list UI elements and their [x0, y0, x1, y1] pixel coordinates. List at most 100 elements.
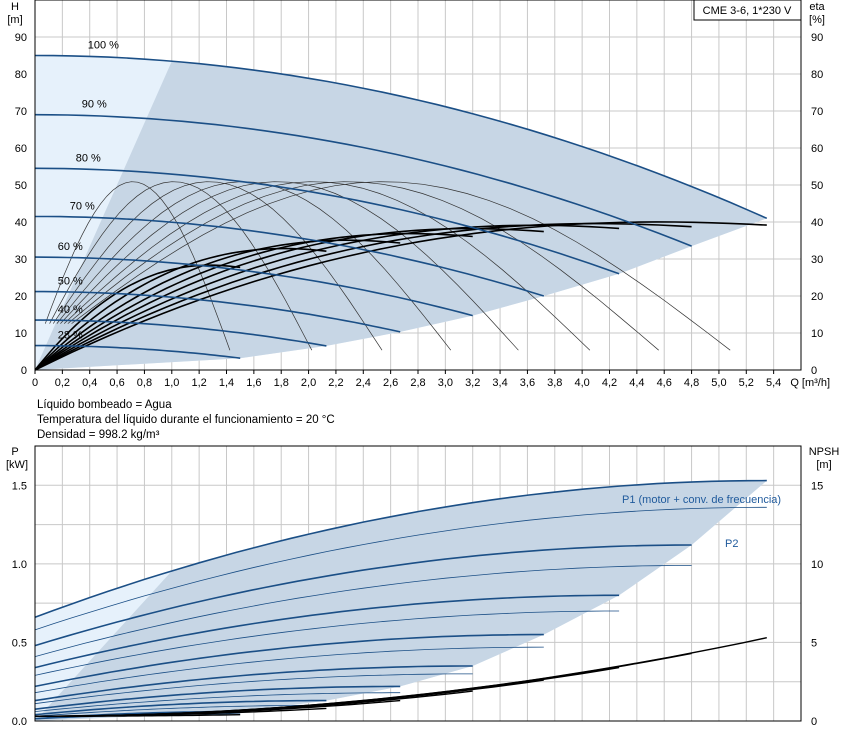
p1-curve-5 — [34, 685, 401, 710]
power-chart: P1 (motor + conv. de frecuencia) P2 0.0 0.5… — [6, 445, 839, 728]
power-y-right-tick-label: 10 — [811, 559, 823, 571]
x-tick-label: 5,4 — [766, 377, 781, 389]
p1-curve-6 — [34, 699, 327, 716]
info-liquid-temperature: Temperatura del líquido durante el funci… — [37, 414, 335, 426]
chart-title-box — [693, 0, 802, 21]
thin-efficiency-arc-5 — [53, 181, 383, 351]
p2-curve-5 — [34, 692, 401, 712]
speed-label: 90 % — [82, 99, 107, 111]
y-right-tick-label: 20 — [811, 291, 823, 303]
power-y-left-tick-label: 0.5 — [12, 637, 27, 649]
x-tick-label: 1,0 — [164, 377, 179, 389]
y-left-tick-label: 30 — [15, 254, 27, 266]
y-left-tick-label: 50 — [15, 180, 27, 192]
p1-annotation: P1 (motor + conv. de frecuencia) — [622, 494, 781, 506]
power-y-right-axis-unit: [m] — [816, 459, 831, 471]
efficiency-curve-7 — [34, 264, 241, 371]
p2-curve-2 — [34, 610, 620, 676]
info-density: Densidad = 998.2 kg/m³ — [37, 429, 160, 441]
speed-curve-28-pct — [35, 344, 241, 359]
x-tick-label: 1,6 — [246, 377, 261, 389]
x-tick-label: 0,2 — [55, 377, 70, 389]
p1-curve-3 — [34, 633, 544, 688]
x-tick-label: 3,8 — [547, 377, 562, 389]
power-y-left-axis-title: P — [11, 446, 18, 458]
speed-label: 60 % — [58, 241, 83, 253]
efficiency-curve-2 — [34, 224, 620, 371]
x-tick-label: 0 — [32, 377, 38, 389]
power-y-left-tick-label: 1.5 — [12, 480, 27, 492]
power-chart-frame — [34, 445, 802, 722]
y-left-tick-label: 10 — [15, 328, 27, 340]
speed-curve-60-pct — [34, 256, 473, 317]
p2-curve-1 — [34, 565, 692, 657]
thin-efficiency-arc-0 — [71, 181, 731, 351]
efficiency-curve-1 — [34, 222, 692, 371]
speed-label: 100 % — [88, 40, 119, 52]
thin-efficiency-arc-4 — [56, 181, 452, 351]
speed-label: 80 % — [76, 152, 101, 164]
x-tick-label: 4,0 — [574, 377, 589, 389]
y-left-tick-label: 20 — [15, 291, 27, 303]
p2-curve-0 — [34, 506, 767, 631]
x-tick-label: 1,8 — [274, 377, 289, 389]
thin-efficiency-arc-3 — [60, 181, 519, 351]
speed-curve-50-pct — [35, 290, 401, 333]
y-left-tick-label: 60 — [15, 143, 27, 155]
y-right-tick-label: 70 — [811, 106, 823, 118]
speed-curve-70-pct — [35, 215, 545, 297]
x-tick-label: 1,4 — [219, 377, 234, 389]
y-left-tick-label: 90 — [15, 32, 27, 44]
p1-curve-4 — [34, 665, 473, 702]
npsh-curve-7 — [35, 714, 241, 717]
x-tick-label: 4,2 — [602, 377, 617, 389]
thin-efficiency-arc-2 — [63, 181, 591, 351]
power-y-left-tick-label: 0.0 — [12, 716, 27, 728]
x-tick-label: 4,6 — [657, 377, 672, 389]
y-left-axis-unit: [m] — [7, 14, 22, 26]
y-right-tick-label: 0 — [811, 365, 817, 377]
p2-curve-4 — [34, 673, 473, 705]
x-tick-label: 0,6 — [109, 377, 124, 389]
chart-title: CME 3-6, 1*230 V — [703, 5, 792, 17]
speed-label: 70 % — [70, 200, 95, 212]
x-tick-label: 2,6 — [383, 377, 398, 389]
x-tick-label: 2,2 — [328, 377, 343, 389]
thin-efficiency-arc-6 — [49, 181, 313, 351]
y-right-tick-label: 90 — [811, 32, 823, 44]
x-tick-label: 4,4 — [629, 377, 644, 389]
y-left-tick-label: 70 — [15, 106, 27, 118]
x-tick-label: 3,0 — [438, 377, 453, 389]
power-y-left-tick-label: 1.0 — [12, 559, 27, 571]
x-tick-label: 3,4 — [492, 377, 507, 389]
x-tick-label: 0,8 — [137, 377, 152, 389]
y-right-axis-unit: [%] — [809, 14, 825, 26]
thin-efficiency-arc-1 — [67, 181, 659, 351]
x-tick-label: 5,0 — [711, 377, 726, 389]
efficiency-curve-4 — [34, 232, 473, 371]
y-right-tick-label: 40 — [811, 217, 823, 229]
y-left-axis-title: H — [11, 1, 19, 13]
power-y-right-tick-label: 0 — [811, 716, 817, 728]
y-right-axis-title: eta — [809, 1, 825, 13]
x-tick-label: 2,0 — [301, 377, 316, 389]
x-tick-label: 2,4 — [356, 377, 371, 389]
x-tick-label: 3,6 — [520, 377, 535, 389]
p2-curve-6 — [34, 704, 327, 717]
y-right-tick-label: 80 — [811, 69, 823, 81]
x-tick-label: 1,2 — [191, 377, 206, 389]
y-right-tick-label: 30 — [811, 254, 823, 266]
y-left-tick-label: 0 — [21, 365, 27, 377]
speed-label: 50 % — [58, 276, 83, 288]
x-tick-label: 4,8 — [684, 377, 699, 389]
y-right-tick-label: 60 — [811, 143, 823, 155]
info-pumped-liquid: Líquido bombeado = Agua — [37, 399, 172, 411]
power-y-left-axis-unit: [kW] — [6, 459, 28, 471]
thin-efficiency-arc-7 — [44, 181, 231, 351]
speed-label: 40 % — [58, 304, 83, 316]
x-axis-label: Q [m³/h] — [790, 377, 830, 389]
speed-curve-100-pct — [34, 54, 768, 220]
y-left-tick-label: 40 — [15, 217, 27, 229]
x-tick-label: 0,4 — [82, 377, 97, 389]
